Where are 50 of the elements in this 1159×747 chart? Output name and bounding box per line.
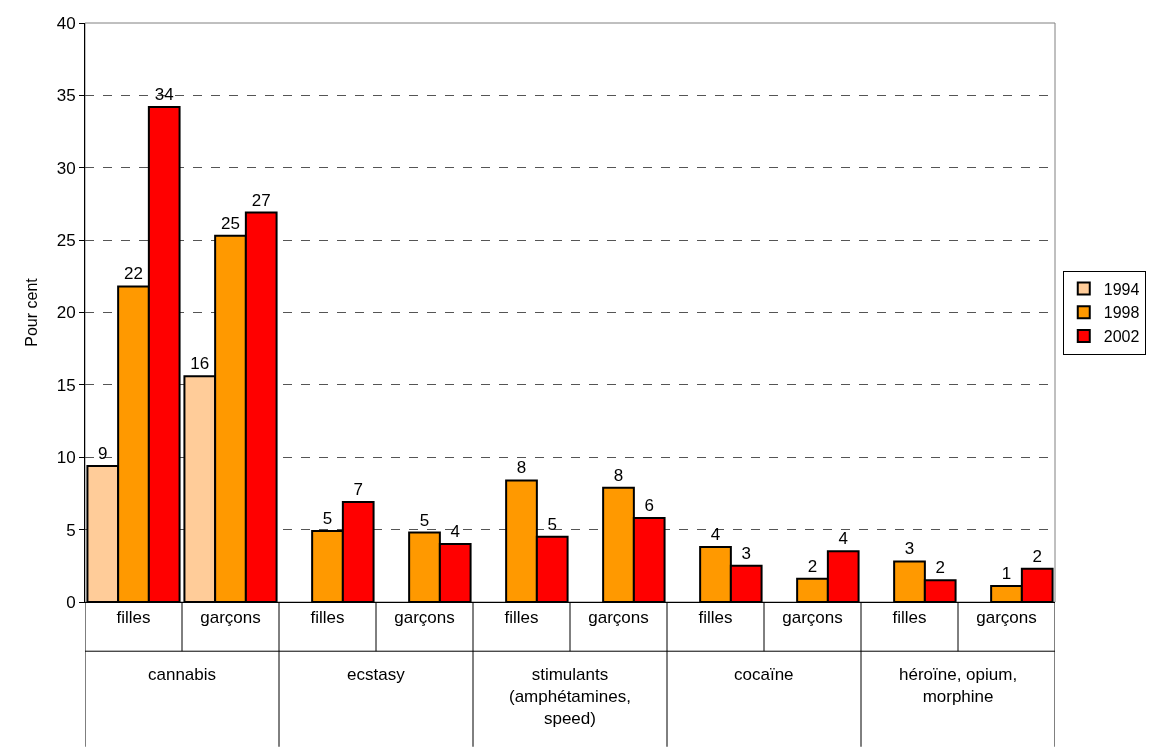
data-label: 3: [741, 543, 751, 563]
data-label: 2: [1032, 546, 1042, 566]
x-tick-label: garçons: [394, 608, 455, 628]
data-label: 27: [251, 190, 271, 210]
x-tick-label: garçons: [782, 608, 843, 628]
y-tick-label: 30: [56, 158, 76, 178]
data-label: 1: [1001, 564, 1012, 584]
data-label: 4: [450, 522, 460, 542]
y-tick-label: 35: [56, 86, 76, 106]
y-axis-title: Pour cent: [22, 277, 40, 347]
y-tick-label: 15: [56, 375, 76, 395]
data-label: 5: [547, 514, 557, 534]
data-label: 5: [419, 510, 430, 530]
data-label: 2: [807, 556, 818, 576]
data-label: 8: [613, 465, 624, 485]
y-tick-label: 5: [66, 520, 76, 540]
data-label: 3: [904, 539, 915, 559]
x-tick-label: filles: [698, 608, 733, 628]
x-tick-label: filles: [504, 608, 539, 628]
data-label: 9: [98, 443, 108, 463]
x-tick-label: garçons: [976, 608, 1037, 628]
y-tick-label: 40: [56, 13, 76, 33]
x-tick-label: filles: [310, 608, 345, 628]
x-tick-label: filles: [116, 608, 151, 628]
data-label: 34: [154, 84, 174, 104]
legend-label: 2002: [1103, 328, 1140, 346]
y-tick-label: 10: [56, 448, 76, 468]
data-label: 7: [353, 480, 363, 500]
y-tick-label: 25: [56, 231, 76, 251]
x-tick-label: filles: [892, 608, 927, 628]
data-label: 4: [710, 525, 721, 544]
text: ecstasy: [347, 665, 406, 684]
legend-label: 1994: [1103, 280, 1140, 298]
text: héroïne, opium, morphine: [899, 665, 1018, 707]
data-label: 16: [190, 354, 210, 374]
y-tick-label: 0: [66, 592, 76, 612]
data-label: 22: [124, 264, 143, 284]
legend-label: 1998: [1103, 304, 1140, 322]
data-label: 2: [935, 558, 945, 578]
text: cocaïne: [734, 665, 794, 684]
data-label: 5: [322, 509, 333, 529]
data-label: 8: [516, 458, 527, 478]
data-label: 25: [221, 213, 240, 233]
data-label: 6: [644, 496, 654, 516]
x-tick-label: garçons: [200, 608, 261, 628]
x-tick-label: garçons: [588, 608, 649, 628]
text: cannabis: [148, 665, 217, 684]
y-tick-label: 20: [56, 303, 76, 323]
text: stimulants (amphétamines, speed): [509, 665, 631, 729]
data-label: 4: [838, 529, 848, 549]
